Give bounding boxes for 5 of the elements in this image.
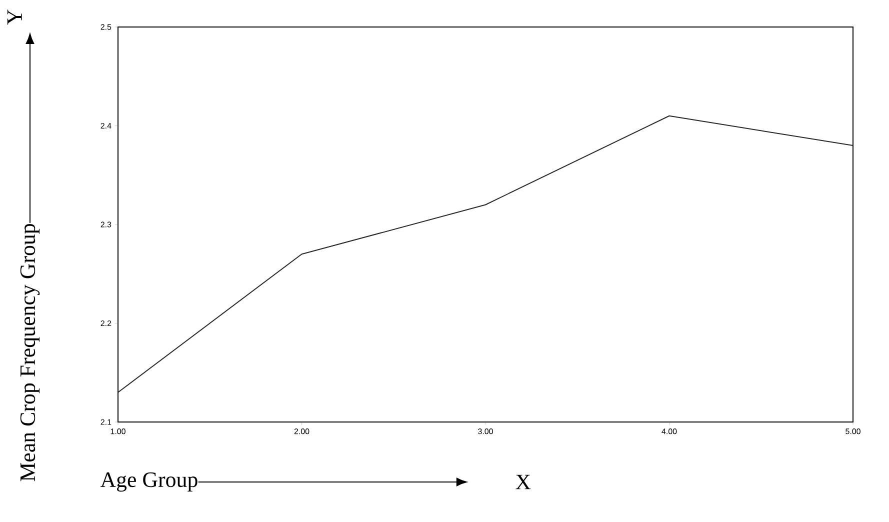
text: X <box>516 474 531 490</box>
x-axis-title: Age Group <box>100 472 198 492</box>
y-axis-title: Mean Crop Frequency Group <box>20 224 40 482</box>
text: Y <box>7 10 22 25</box>
line-series <box>118 115 854 393</box>
